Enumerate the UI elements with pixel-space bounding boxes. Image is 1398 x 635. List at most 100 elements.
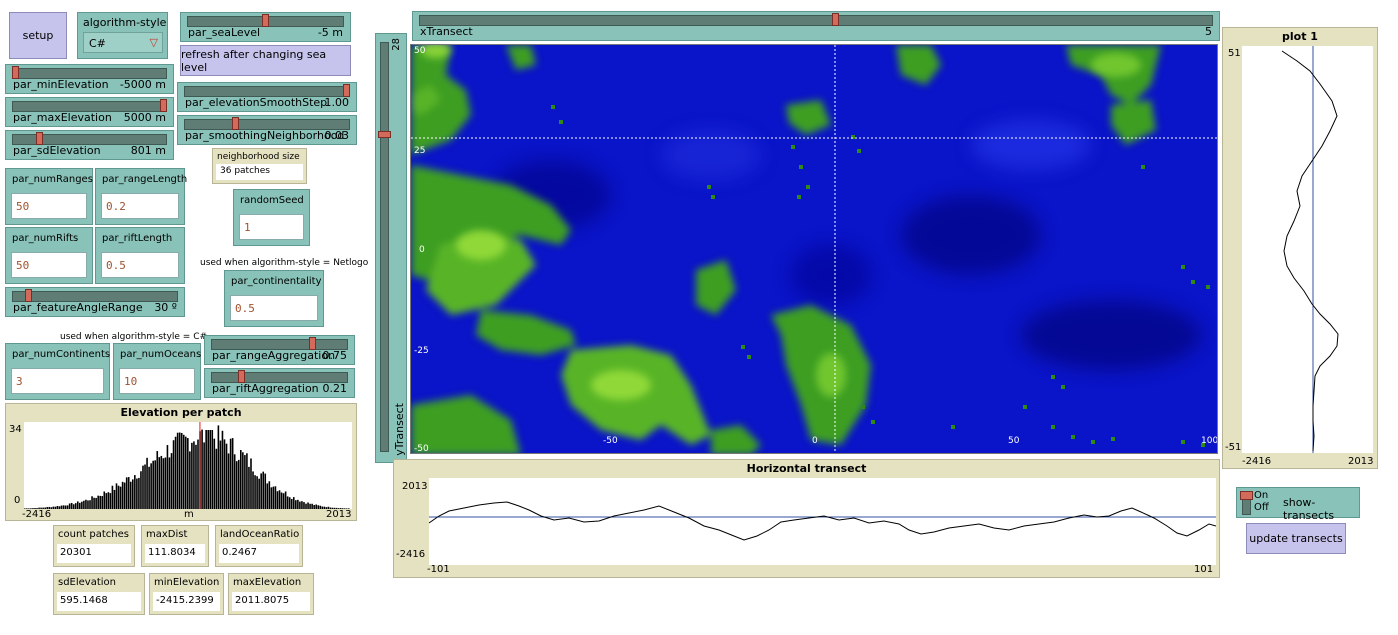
slider-thumb[interactable] bbox=[832, 13, 840, 26]
input-field[interactable]: 3 bbox=[11, 368, 104, 394]
refresh-button[interactable]: refresh after changing sea level bbox=[180, 45, 351, 76]
histogram-bar bbox=[262, 471, 265, 509]
slider-track[interactable] bbox=[12, 291, 178, 302]
histogram-bar bbox=[217, 425, 220, 509]
coastline-specks bbox=[551, 105, 1210, 447]
slider-thumb[interactable] bbox=[35, 132, 43, 145]
random-seed-input[interactable]: randomSeed 1 bbox=[233, 189, 310, 246]
slider-thumb[interactable] bbox=[160, 99, 167, 112]
num-continents-input[interactable]: par_numContinents 3 bbox=[5, 343, 110, 400]
max-elevation-slider[interactable]: par_maxElevation 5000 m bbox=[5, 97, 174, 127]
sd-elevation-slider[interactable]: par_sdElevation 801 m bbox=[5, 130, 174, 160]
range-length-input[interactable]: par_rangeLength 0.2 bbox=[95, 168, 187, 225]
input-field[interactable]: 0.5 bbox=[230, 295, 318, 321]
histogram-bars bbox=[24, 422, 350, 509]
histogram-bar bbox=[158, 457, 161, 509]
histogram-bar bbox=[323, 506, 326, 509]
transect-curve bbox=[429, 501, 1216, 541]
histogram-bar bbox=[172, 440, 175, 509]
min-elevation-slider[interactable]: par_minElevation -5000 m bbox=[5, 64, 174, 94]
algorithm-style-chooser[interactable]: algorithm-style C# ▽ bbox=[77, 12, 168, 59]
slider-thumb[interactable] bbox=[262, 14, 269, 27]
show-transects-switch[interactable]: On Off show-transects bbox=[1236, 487, 1360, 522]
histogram-bar bbox=[93, 497, 95, 509]
world-y-0: 0 bbox=[419, 245, 425, 255]
histogram-bar bbox=[209, 430, 212, 509]
y-transect-slider[interactable]: 28 yTransect bbox=[375, 33, 407, 463]
histogram-bar bbox=[72, 504, 75, 509]
histogram-bar bbox=[99, 495, 101, 509]
histogram-bar bbox=[301, 501, 303, 509]
vertical-transect-chart bbox=[1281, 46, 1339, 453]
histogram-bar bbox=[221, 430, 224, 509]
smoothing-neighborhood-slider[interactable]: par_smoothingNeighborhood 0.03 bbox=[177, 115, 357, 145]
slider-thumb[interactable] bbox=[24, 289, 32, 302]
num-ranges-input[interactable]: par_numRanges 50 bbox=[5, 168, 93, 225]
histogram-bar bbox=[348, 508, 350, 509]
slider-thumb[interactable] bbox=[238, 370, 246, 383]
slider-track[interactable] bbox=[12, 134, 167, 145]
input-field[interactable]: 50 bbox=[11, 252, 87, 278]
slider-track[interactable] bbox=[419, 15, 1213, 26]
netlogo-note: used when algorithm-style = Netlogo bbox=[200, 258, 369, 268]
num-oceans-input[interactable]: par_numOceans 10 bbox=[113, 343, 201, 400]
input-field[interactable]: 50 bbox=[11, 193, 87, 219]
histogram-bar bbox=[335, 507, 338, 509]
algorithm-style-select[interactable]: C# ▽ bbox=[83, 32, 163, 53]
monitor-value: 0.2467 bbox=[219, 544, 299, 563]
histogram-bar bbox=[54, 506, 57, 509]
rift-aggregation-slider[interactable]: par_riftAggregation 0.21 bbox=[204, 368, 355, 398]
histogram-bar bbox=[223, 439, 226, 509]
histogram-bar bbox=[164, 457, 167, 509]
input-field[interactable]: 1 bbox=[239, 214, 304, 240]
slider-thumb[interactable] bbox=[12, 66, 19, 79]
histogram-bar bbox=[240, 450, 242, 509]
plot-title: Horizontal transect bbox=[746, 462, 867, 475]
input-field[interactable]: 0.5 bbox=[101, 252, 179, 278]
slider-thumb[interactable] bbox=[308, 337, 316, 350]
histogram-bar bbox=[176, 432, 179, 509]
setup-button[interactable]: setup bbox=[9, 12, 67, 59]
x-transect-slider[interactable]: xTransect 5 bbox=[412, 11, 1220, 41]
monitor-label: maxDist bbox=[146, 529, 188, 540]
slider-value: 0.21 bbox=[322, 382, 348, 395]
histogram-bar bbox=[193, 441, 195, 509]
sea-level-slider[interactable]: par_seaLevel -5 m bbox=[180, 12, 351, 42]
histogram-bar bbox=[295, 500, 297, 509]
slider-thumb[interactable] bbox=[378, 130, 391, 138]
histogram-bar bbox=[142, 465, 144, 509]
slider-track[interactable] bbox=[211, 372, 348, 383]
histogram-bar bbox=[117, 485, 120, 509]
histogram-bar bbox=[231, 438, 234, 509]
histogram-bar bbox=[339, 508, 342, 509]
feature-angle-range-slider[interactable]: par_featureAngleRange 30 º bbox=[5, 287, 185, 317]
histogram-bar bbox=[162, 458, 165, 509]
continentality-input[interactable]: par_continentality 0.5 bbox=[224, 270, 324, 327]
rift-length-input[interactable]: par_riftLength 0.5 bbox=[95, 227, 185, 284]
histogram-bar bbox=[70, 502, 73, 509]
histogram-bar bbox=[278, 490, 281, 509]
input-field[interactable]: 0.2 bbox=[101, 193, 179, 219]
histogram-bar bbox=[26, 508, 28, 509]
input-field[interactable]: 10 bbox=[119, 368, 195, 394]
histogram-bar bbox=[227, 453, 230, 509]
histogram-bar bbox=[50, 507, 53, 509]
histogram-bar bbox=[68, 503, 71, 509]
slider-track[interactable] bbox=[380, 42, 389, 452]
histogram-bar bbox=[307, 502, 309, 509]
slider-track[interactable] bbox=[211, 339, 348, 350]
histogram-bar bbox=[292, 497, 295, 509]
switch-knob[interactable] bbox=[1240, 491, 1253, 500]
slider-thumb[interactable] bbox=[343, 84, 350, 97]
range-aggregation-slider[interactable]: par_rangeAggregation 0.75 bbox=[204, 335, 355, 365]
num-rifts-input[interactable]: par_numRifts 50 bbox=[5, 227, 93, 284]
histogram-bar bbox=[264, 473, 267, 509]
elevation-smooth-step-slider[interactable]: par_elevationSmoothStep 1.00 bbox=[177, 82, 357, 112]
update-transects-button[interactable]: update transects bbox=[1246, 523, 1346, 554]
histogram-bar bbox=[187, 438, 189, 509]
histogram-bar bbox=[146, 457, 148, 509]
histogram-bar bbox=[266, 483, 269, 509]
slider-thumb[interactable] bbox=[231, 117, 239, 130]
slider-track[interactable] bbox=[184, 119, 350, 130]
world-view[interactable]: 50 25 0 -25 -50 -50 0 50 100 bbox=[410, 44, 1218, 454]
